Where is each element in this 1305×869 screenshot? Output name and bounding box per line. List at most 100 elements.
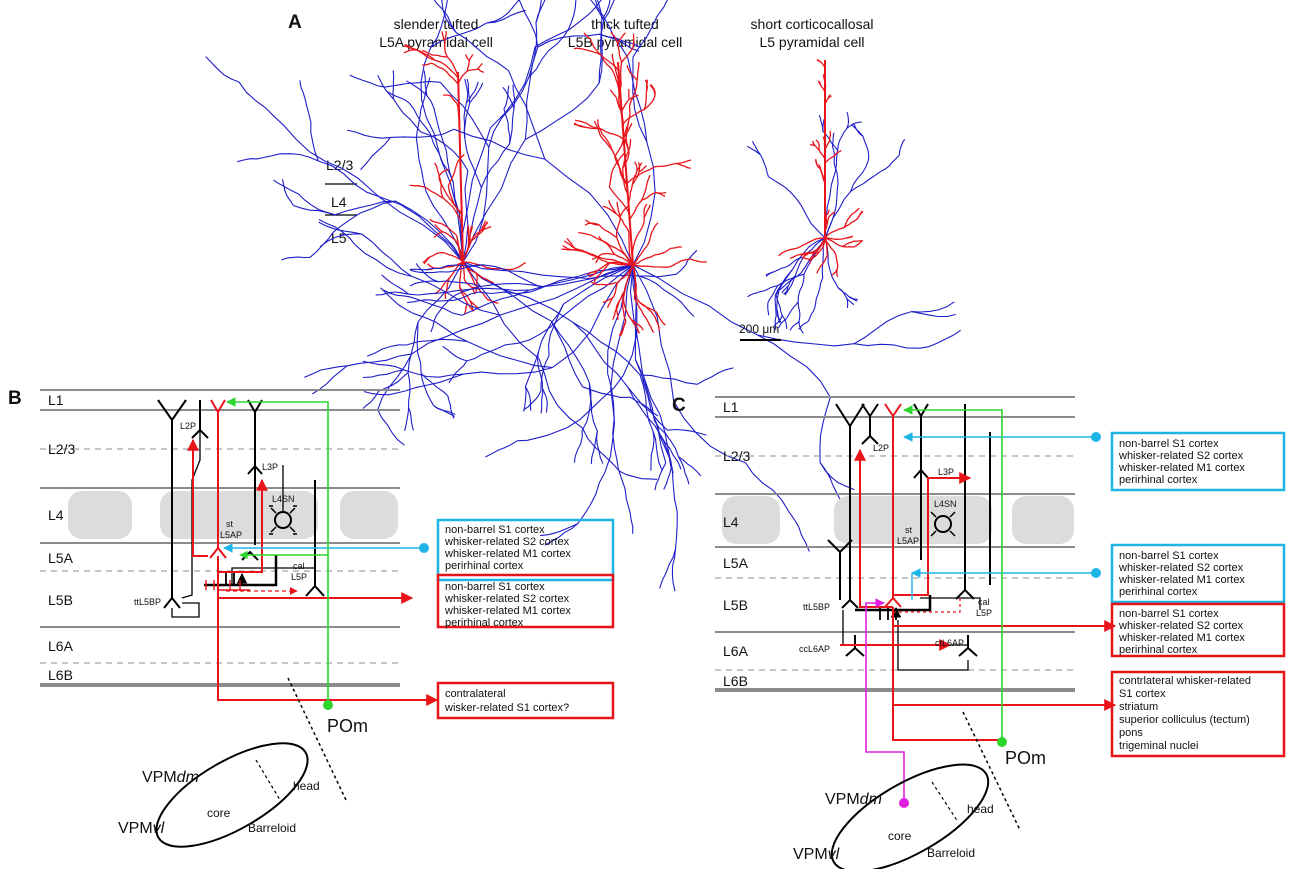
neurite-branch xyxy=(430,0,448,48)
neurite-branch xyxy=(676,162,691,169)
neurite-branch xyxy=(828,134,832,141)
c-sub-line3: striatum xyxy=(1119,701,1158,713)
neurite-branch xyxy=(820,255,828,267)
neurite-branch xyxy=(655,311,666,326)
b-layer-l6a: L6A xyxy=(48,638,74,654)
b-cyan-box-line3: whisker-related M1 cortex xyxy=(444,548,571,560)
neurite-branch xyxy=(427,263,435,269)
panel-a: A slender tufted L5A pyramidal cell thic… xyxy=(205,0,962,592)
layer-label-l23: L2/3 xyxy=(326,157,353,173)
neurite-branch xyxy=(602,57,612,69)
neurite-branch xyxy=(455,235,464,263)
neurite-branch xyxy=(654,162,677,168)
neurite-branch xyxy=(636,298,657,313)
neurite-branch xyxy=(535,0,542,23)
neurite-branch xyxy=(587,270,598,276)
neurite-branch xyxy=(441,31,446,43)
c-cell-l2p: L2P xyxy=(873,443,889,453)
neurite-branch xyxy=(346,353,412,367)
neurite-branch xyxy=(747,291,760,298)
neurite-branch xyxy=(466,60,470,71)
neurite-branch xyxy=(524,386,532,411)
neurite-branch xyxy=(407,407,414,431)
neurite-branch xyxy=(430,305,444,333)
neurite-branch xyxy=(347,129,391,139)
neurite-branch xyxy=(759,284,779,293)
neurite-branch xyxy=(544,523,579,546)
neurite-branch xyxy=(238,81,285,126)
neurite-branch xyxy=(746,145,761,156)
c-red-line1: non-barrel S1 cortex xyxy=(1119,608,1219,620)
neurite-branch xyxy=(431,62,445,71)
neurite-branch xyxy=(820,61,826,68)
neurite-branch xyxy=(455,153,465,167)
neurite-branch xyxy=(299,80,310,113)
neurite-branch xyxy=(360,137,391,171)
neurite-branch xyxy=(443,69,459,85)
neurite-branch xyxy=(817,237,826,251)
neurite-branch xyxy=(584,48,601,56)
neurite-branch xyxy=(620,46,634,63)
neurite-branch xyxy=(415,298,463,316)
neurite-branch xyxy=(654,420,672,462)
neurite-branch xyxy=(462,139,526,263)
neurite-branch xyxy=(577,248,600,259)
neurite-branch xyxy=(676,159,692,165)
neurite-branch xyxy=(362,369,404,379)
cell-title-thick-line1: thick tufted xyxy=(591,16,659,32)
neurite-branch xyxy=(620,111,624,134)
neurite-branch xyxy=(619,320,627,337)
neurite-branch xyxy=(786,301,799,318)
neurite-branch xyxy=(429,133,454,183)
neurite-branch xyxy=(550,320,590,384)
c-cell-st: st xyxy=(905,525,913,535)
b-pom-border xyxy=(287,677,347,801)
neurite-branch xyxy=(464,78,469,103)
neurite-branch xyxy=(823,78,827,86)
neurite-branch xyxy=(415,101,424,138)
neurite-branch xyxy=(834,166,839,196)
neurite-branch xyxy=(499,264,634,316)
neurite-branch xyxy=(751,140,761,156)
neurite-branch xyxy=(630,319,641,334)
neurite-branch xyxy=(563,264,634,305)
neurite-branch xyxy=(614,136,626,158)
neurite-branch xyxy=(667,428,707,436)
neurite-branch xyxy=(795,197,826,239)
neurite-branch xyxy=(598,19,603,84)
c-layer-l5a: L5A xyxy=(723,555,749,571)
neurite-branch xyxy=(784,286,789,296)
neurite-branch xyxy=(789,320,800,331)
b-cell-cal: cal xyxy=(293,561,305,571)
b-layer-l5a: L5A xyxy=(48,550,74,566)
c-pom-label: POm xyxy=(1005,748,1046,768)
neurite-branch xyxy=(594,0,598,7)
neurite-branch xyxy=(825,237,839,240)
neurite-branch xyxy=(778,317,788,329)
c-layer-l6a: L6A xyxy=(723,643,749,659)
neurite-branch xyxy=(627,139,632,152)
neurite-branch xyxy=(645,79,648,92)
neurite-branch xyxy=(462,147,490,263)
b-head-label: head xyxy=(293,779,320,793)
neurite-branch xyxy=(829,211,836,217)
neurite-branch xyxy=(854,240,863,247)
neurite-branch xyxy=(563,240,578,250)
neurite-branch xyxy=(622,151,630,169)
neurite-branch xyxy=(438,280,481,288)
neurite-branch xyxy=(622,150,630,169)
neurite-branch xyxy=(792,237,826,270)
neurite-branch xyxy=(578,231,593,237)
neurite-branch xyxy=(577,472,606,525)
neurite-branch xyxy=(444,31,447,42)
neurite-branch xyxy=(429,218,442,225)
neurite-branch xyxy=(697,367,734,385)
c-cyan-inputs xyxy=(903,432,1101,600)
neurite-branch xyxy=(505,318,561,346)
neurite-branch xyxy=(627,184,634,206)
neurite-branch xyxy=(617,32,626,44)
neurite-branch xyxy=(422,256,431,263)
neurite-branch xyxy=(653,420,679,457)
neurite-branch xyxy=(822,74,825,80)
scale-bar-label: 200 μm xyxy=(739,322,779,336)
